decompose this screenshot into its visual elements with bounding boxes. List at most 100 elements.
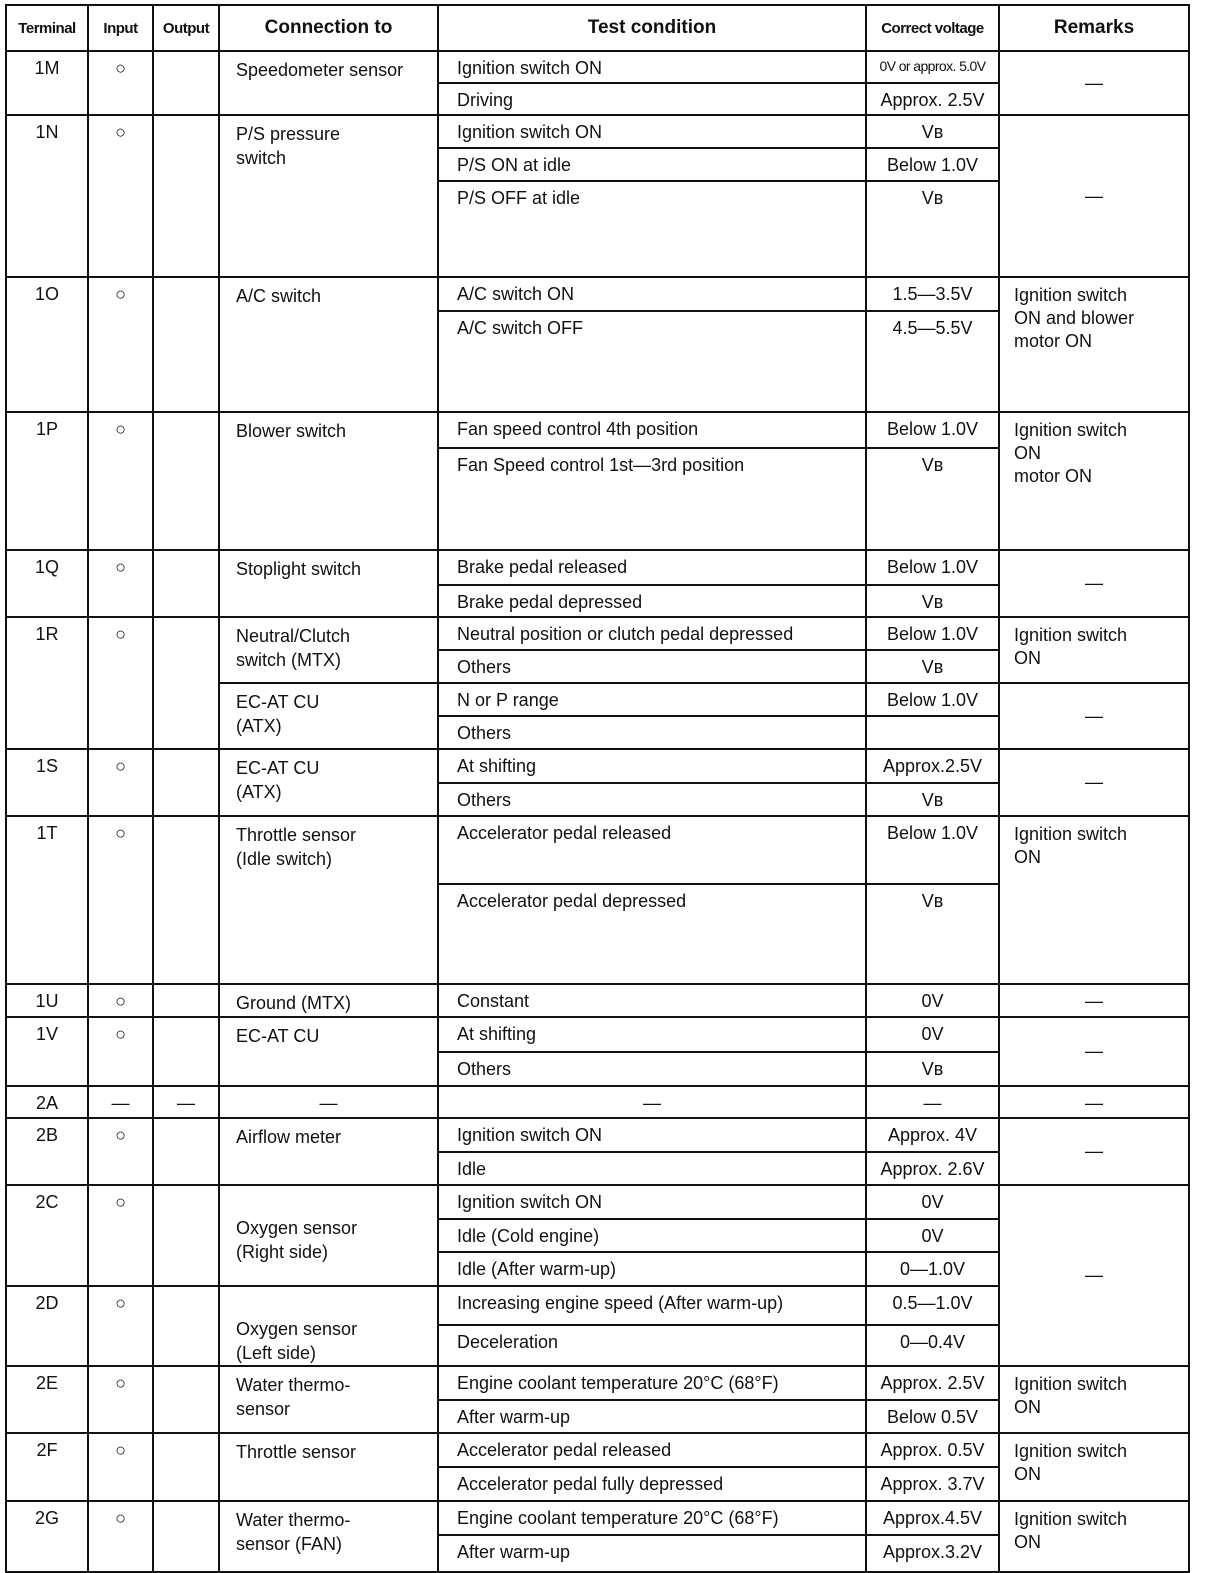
remarks-cell: Ignition switch ON (998, 1365, 1190, 1434)
test-condition-cell: Ignition switch ON (437, 50, 867, 84)
header-condition: Test condition (437, 4, 867, 52)
input-cell: ○ (87, 50, 154, 116)
voltage-cell: 0V (865, 983, 1000, 1018)
test-condition-cell: Accelerator pedal released (437, 815, 867, 885)
table-row: 2C ○ Oxygen sensor (Right side) Ignition s… (5, 1184, 1190, 1367)
terminal-cell: 1Q (5, 549, 89, 618)
output-cell (152, 1365, 220, 1434)
input-cell: — (87, 1085, 154, 1119)
table-row: Others (6, 715, 1189, 750)
table-row: Idle Approx. 2.6V (6, 1151, 1189, 1186)
table-row: EC-AT CU (ATX) N or P range Below 1.0V — (6, 682, 1190, 750)
connection-cell: Oxygen sensor (Left side) (218, 1285, 439, 1367)
table-row: Brake pedal depressed Vʙ (6, 584, 1189, 618)
terminal-cell: 1T (5, 815, 89, 985)
input-cell: ○ (87, 815, 154, 985)
header-input: Input (87, 4, 154, 52)
header-row: Terminal Input Output Connection to Test… (5, 4, 1190, 52)
output-cell (152, 114, 220, 278)
table-row: Deceleration 0—0.4V (6, 1324, 1189, 1367)
table-row: 2D ○ Oxygen sensor (Left side) Increasing … (5, 1284, 1189, 1367)
output-cell (152, 983, 220, 1018)
voltage-cell: 1.5—3.5V (865, 276, 1000, 312)
output-cell (152, 411, 220, 551)
connection-cell: Stoplight switch (218, 549, 439, 618)
remarks-cell: Ignition switch ON and blower motor ON (998, 276, 1190, 413)
connection-cell: EC-AT CU (ATX) (218, 682, 439, 750)
terminal-cell: 1R (5, 616, 89, 750)
remarks-cell: — (998, 748, 1190, 817)
table-row: Idle (Cold engine) 0V (6, 1218, 1189, 1253)
test-condition-cell: At shifting (437, 1016, 867, 1053)
voltage-cell: Approx. 2.6V (865, 1151, 1000, 1186)
output-cell (152, 1117, 220, 1186)
table-row: P/S OFF at idle Vʙ (6, 180, 1189, 278)
table-row: Others Vʙ (6, 649, 1189, 684)
input-cell: ○ (87, 1016, 154, 1087)
table-row: 1N ○ P/S pressure switch Ignition switch ON… (5, 114, 1190, 278)
test-condition-cell: Idle (After warm-up) (437, 1251, 867, 1287)
terminal-cell: 1N (5, 114, 89, 278)
table-row: Accelerator pedal depressed Vʙ (6, 883, 1189, 985)
voltage-cell: Below 1.0V (865, 616, 1000, 651)
terminal-cell: 1S (5, 748, 89, 817)
voltage-cell: 0.5—1.0V (865, 1284, 1000, 1327)
voltage-cell: Vʙ (865, 114, 1000, 149)
remarks-cell: — (998, 549, 1190, 618)
terminal-cell: 2B (5, 1117, 89, 1186)
header-connection: Connection to (218, 4, 439, 52)
voltage-cell: 0V (865, 1218, 1000, 1253)
table-row: 1Q ○ Stoplight switch Brake pedal released B… (5, 549, 1190, 618)
connection-cell: Neutral/Clutch switch (MTX) (218, 616, 439, 684)
connection-cell: Throttle sensor (218, 1432, 439, 1502)
table-row: P/S ON at idle Below 1.0V (6, 147, 1189, 182)
remarks-cell: Ignition switch ON motor ON (998, 411, 1190, 551)
output-cell (152, 1432, 220, 1502)
remarks-cell: Ignition switch ON (998, 1432, 1190, 1502)
table-row: 1T ○ Throttle sensor (Idle switch) Accelera… (5, 815, 1190, 985)
voltage-cell: 0—0.4V (865, 1324, 1000, 1367)
test-condition-cell: A/C switch ON (437, 276, 867, 312)
voltage-cell: Approx.4.5V (865, 1500, 1000, 1536)
table-row: 1O ○ A/C switch A/C switch ON 1.5—3.5V Igniti… (5, 276, 1190, 413)
remarks-cell: — (998, 1184, 1190, 1367)
voltage-cell: Approx. 2.5V (865, 82, 1000, 116)
output-cell (152, 1500, 220, 1573)
connection-cell: Blower switch (218, 411, 439, 551)
terminal-cell: 1U (5, 983, 89, 1018)
input-cell: ○ (87, 1500, 154, 1573)
terminal-cell: 1P (5, 411, 89, 551)
terminal-voltage-table: Terminal Input Output Connection to Test… (5, 4, 1190, 1573)
input-cell: ○ (87, 114, 154, 278)
table-row: 1V ○ EC-AT CU At shifting 0V — (5, 1016, 1190, 1087)
test-condition-cell: Others (437, 1051, 867, 1087)
table-row: 1R ○ Neutral/Clutch switch (MTX) Neutral po… (5, 616, 1190, 750)
output-cell (152, 276, 220, 413)
table-row: 1M ○ Speedometer sensor Ignition switch ON 0… (5, 50, 1190, 116)
terminal-cell: 2A (5, 1085, 89, 1119)
connection-cell: EC-AT CU (ATX) (218, 748, 439, 817)
table-row: 1U ○ Ground (MTX) Constant 0V — (5, 983, 1190, 1018)
voltage-cell: Vʙ (865, 1051, 1000, 1087)
input-cell: ○ (87, 1285, 154, 1367)
connection-cell: A/C switch (218, 276, 439, 413)
output-cell (152, 549, 220, 618)
test-condition-cell: P/S OFF at idle (437, 180, 867, 278)
test-condition-cell: Accelerator pedal fully depressed (437, 1466, 867, 1502)
voltage-cell: Below 1.0V (865, 815, 1000, 885)
voltage-cell: Vʙ (865, 649, 1000, 684)
voltage-cell: 0V (865, 1184, 1000, 1220)
table-row: A/C switch OFF 4.5—5.5V (6, 310, 1189, 413)
voltage-cell: Below 1.0V (865, 411, 1000, 449)
voltage-cell: Vʙ (865, 883, 1000, 985)
output-cell (152, 50, 220, 116)
terminal-cell: 1O (5, 276, 89, 413)
input-cell: ○ (87, 1365, 154, 1434)
test-condition-cell: Constant (437, 983, 867, 1018)
test-condition-cell: Others (437, 649, 867, 684)
table-row: After warm-up Below 0.5V (6, 1399, 1189, 1434)
test-condition-cell: N or P range (437, 682, 867, 717)
input-cell: ○ (87, 549, 154, 618)
table-row: Others Vʙ (6, 782, 1189, 817)
remarks-cell: — (998, 1016, 1190, 1087)
